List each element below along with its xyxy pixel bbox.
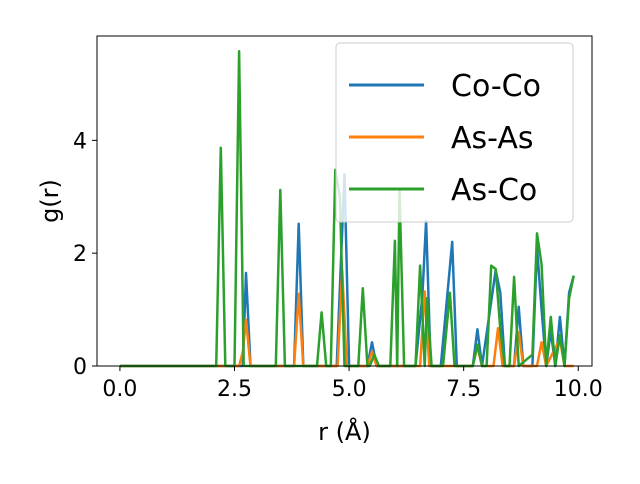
y-axis: 0 2 4	[73, 129, 97, 380]
legend-label-as-co: As-Co	[451, 173, 537, 208]
x-tick-label: 5.0	[332, 377, 367, 402]
y-axis-label: g(r)	[36, 179, 64, 223]
legend-box	[335, 42, 574, 223]
x-tick-label: 10.0	[554, 377, 603, 402]
y-tick-label: 2	[73, 242, 87, 267]
x-tick-label: 2.5	[217, 377, 252, 402]
x-tick-label: 0.0	[102, 377, 137, 402]
y-tick-label: 4	[73, 129, 87, 154]
x-axis: 0.0 2.5 5.0 7.5 10.0	[102, 366, 603, 402]
legend-label-co-co: Co-Co	[451, 69, 541, 104]
y-tick-label: 0	[73, 355, 87, 380]
axes-frame	[96, 35, 593, 367]
legend-label-as-as: As-As	[451, 121, 533, 156]
x-axis-label: r (Å)	[318, 417, 371, 446]
legend: Co-Co As-As As-Co	[335, 42, 574, 223]
x-tick-label: 7.5	[446, 377, 481, 402]
